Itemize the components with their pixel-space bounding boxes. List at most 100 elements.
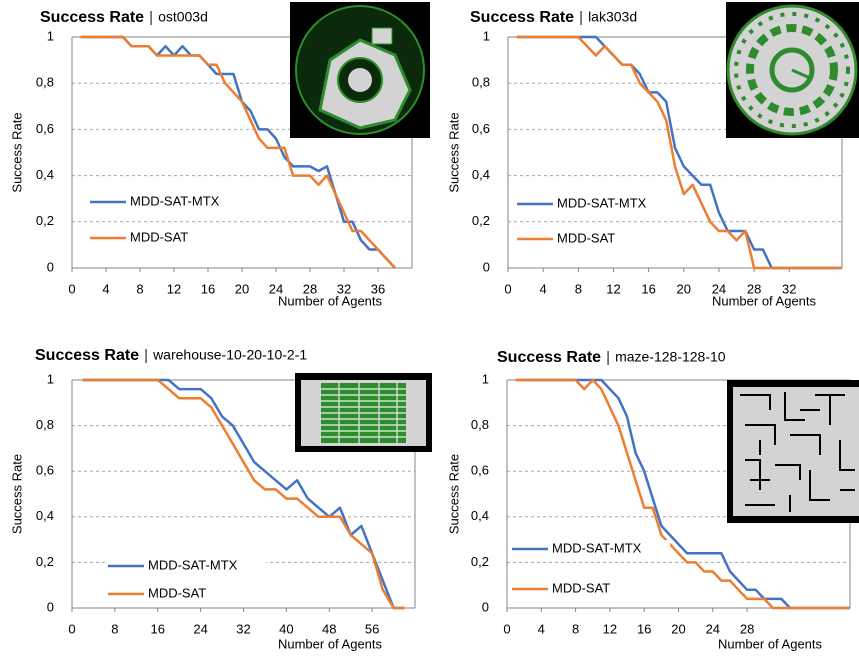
x-tick-label: 8 [572, 621, 579, 636]
legend-label: MDD-SAT [557, 230, 615, 245]
x-tick-label: 4 [538, 621, 545, 636]
x-axis-label: Number of Agents [278, 293, 383, 308]
x-axis-label: Number of Agents [718, 636, 823, 651]
legend-label: MDD-SAT-MTX [130, 193, 220, 208]
x-tick-label: 0 [504, 281, 511, 296]
x-tick-label: 36 [371, 281, 385, 296]
x-tick-label: 12 [606, 281, 620, 296]
x-tick-label: 24 [269, 281, 283, 296]
y-tick-label: 0 [483, 259, 490, 274]
legend-background [106, 557, 266, 575]
y-axis-label: Success Rate [446, 112, 461, 192]
x-axis-label: Number of Agents [712, 293, 817, 308]
y-tick-label: 0,4 [472, 167, 490, 182]
chart-subtitle: ost003d [158, 9, 208, 25]
y-tick-label: 0,6 [471, 463, 489, 478]
chart-panel: Success Rate warehouse-10-20-10-2-1 0 0,2 0,… [9, 347, 416, 651]
y-tick-label: 1 [47, 371, 54, 386]
y-tick-label: 0 [47, 259, 54, 274]
map-maze [727, 380, 859, 523]
y-axis-label: Success Rate [9, 112, 24, 192]
series-line [80, 35, 396, 269]
y-tick-label: 0,8 [471, 417, 489, 432]
x-tick-label: 32 [236, 621, 250, 636]
y-tick-label: 1 [47, 28, 54, 43]
y-tick-label: 0,2 [36, 554, 54, 569]
y-tick-label: 0,4 [471, 508, 489, 523]
x-tick-label: 48 [322, 621, 336, 636]
legend-label: MDD-SAT [148, 585, 206, 600]
y-tick-label: 0 [47, 599, 54, 614]
legend-background [515, 230, 675, 248]
legend-background [88, 229, 248, 247]
y-tick-label: 0,2 [36, 213, 54, 228]
x-tick-label: 56 [365, 621, 379, 636]
x-tick-label: 28 [303, 281, 317, 296]
x-tick-label: 16 [201, 281, 215, 296]
x-tick-label: 28 [747, 281, 761, 296]
x-tick-label: 0 [68, 621, 75, 636]
y-tick-label: 0,2 [471, 554, 489, 569]
chart-subtitle: lak303d [588, 9, 637, 25]
legend-background [510, 540, 670, 558]
x-tick-label: 8 [111, 621, 118, 636]
x-tick-label: 20 [671, 621, 685, 636]
chart-subtitle: warehouse-10-20-10-2-1 [152, 347, 307, 363]
y-tick-label: 0,8 [472, 75, 490, 90]
legend-label: MDD-SAT-MTX [148, 557, 238, 572]
legend-label: MDD-SAT [552, 580, 610, 595]
legend-label: MDD-SAT-MTX [557, 195, 647, 210]
x-tick-label: 16 [637, 621, 651, 636]
chart-subtitle: maze-128-128-10 [615, 349, 726, 365]
series-line [516, 35, 842, 270]
x-tick-label: 28 [740, 621, 754, 636]
x-tick-label: 16 [641, 281, 655, 296]
y-tick-label: 0,6 [36, 463, 54, 478]
y-tick-label: 0,4 [36, 508, 54, 523]
x-tick-label: 4 [102, 281, 109, 296]
x-tick-label: 16 [151, 621, 165, 636]
x-tick-label: 32 [337, 281, 351, 296]
x-tick-label: 8 [575, 281, 582, 296]
x-axis-label: Number of Agents [278, 636, 383, 651]
y-axis-label: Success Rate [9, 454, 24, 534]
chart-title: Success Rate [35, 347, 139, 364]
map-ost003d [290, 2, 430, 138]
y-tick-label: 0,8 [36, 75, 54, 90]
x-tick-label: 24 [712, 281, 726, 296]
y-tick-label: 0,4 [36, 167, 54, 182]
x-tick-label: 20 [677, 281, 691, 296]
x-tick-label: 12 [167, 281, 181, 296]
legend-label: MDD-SAT-MTX [552, 540, 642, 555]
legend-background [106, 585, 266, 603]
y-tick-label: 0,2 [472, 213, 490, 228]
x-tick-label: 24 [706, 621, 720, 636]
y-tick-label: 1 [482, 371, 489, 386]
x-tick-label: 12 [603, 621, 617, 636]
y-tick-label: 0,8 [36, 417, 54, 432]
x-tick-label: 20 [235, 281, 249, 296]
chart-title: Success Rate [40, 9, 144, 26]
map-lak303d [726, 2, 859, 138]
chart-title: Success Rate [497, 349, 601, 366]
x-tick-label: 8 [136, 281, 143, 296]
x-tick-label: 0 [503, 621, 510, 636]
x-tick-label: 4 [540, 281, 547, 296]
series-line [82, 378, 405, 610]
chart-title: Success Rate [470, 9, 574, 26]
series-line [515, 378, 850, 610]
legend-background [510, 580, 670, 598]
y-tick-label: 0 [482, 599, 489, 614]
y-tick-label: 1 [483, 28, 490, 43]
x-tick-label: 32 [782, 281, 796, 296]
legend-background [88, 193, 248, 211]
legend-background [515, 195, 675, 213]
x-tick-label: 0 [68, 281, 75, 296]
y-tick-label: 0,6 [36, 121, 54, 136]
legend-label: MDD-SAT [130, 229, 188, 244]
y-axis-label: Success Rate [446, 454, 461, 534]
map-warehouse [295, 373, 432, 452]
y-tick-label: 0,6 [472, 121, 490, 136]
chart-panel: Success Rate maze-128-128-10 0 0,2 0,4 0,6 0,8… [446, 349, 851, 651]
